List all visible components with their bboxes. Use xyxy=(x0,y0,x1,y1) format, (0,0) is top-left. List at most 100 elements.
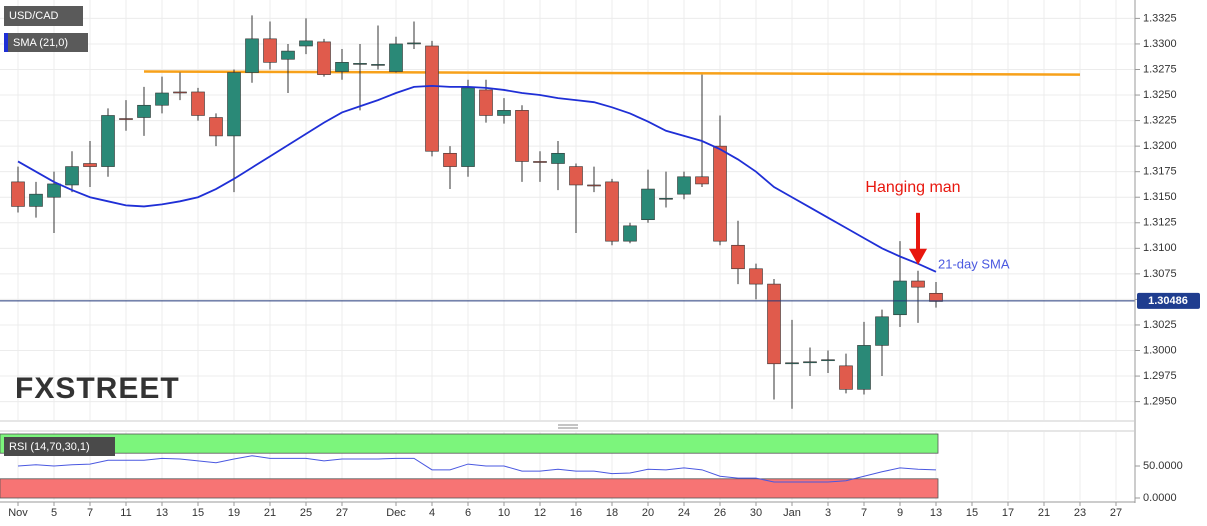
candle-body xyxy=(479,89,493,116)
y-tick-label: 1.3000 xyxy=(1143,344,1177,356)
candle-body xyxy=(731,244,745,270)
y-tick-label: 0.0000 xyxy=(1143,492,1177,504)
y-tick-label: 1.2975 xyxy=(1143,370,1177,382)
x-tick-label: 30 xyxy=(750,507,762,519)
candle-body xyxy=(11,181,25,207)
sma-line xyxy=(17,84,937,273)
x-tick-label: 12 xyxy=(534,507,546,519)
x-tick-label: 13 xyxy=(930,507,942,519)
x-tick-label: 6 xyxy=(465,507,471,519)
x-tick-label: 26 xyxy=(714,507,726,519)
rsi-title: RSI (14,70,30,1) xyxy=(9,441,90,453)
candle-body xyxy=(299,40,313,47)
x-tick-label: 4 xyxy=(429,507,435,519)
y-tick-label: 1.3200 xyxy=(1143,140,1177,152)
candle-body xyxy=(821,359,835,362)
last-price-tag xyxy=(1137,292,1200,309)
candle-body xyxy=(371,64,385,66)
candle-body xyxy=(335,62,349,72)
candle-body xyxy=(911,280,925,288)
candle-body xyxy=(209,117,223,137)
candle-body xyxy=(659,197,673,200)
x-tick-label: Nov xyxy=(8,507,28,519)
x-tick-label: 13 xyxy=(156,507,168,519)
candle-body xyxy=(317,41,331,75)
x-tick-label: 10 xyxy=(498,507,510,519)
x-tick-label: 19 xyxy=(228,507,240,519)
annotation: Hanging man xyxy=(865,179,960,196)
watermark: FXSTREET xyxy=(15,372,180,405)
legend-box xyxy=(4,437,115,456)
candle-body xyxy=(533,161,547,163)
candle-body xyxy=(893,280,907,316)
candle-body xyxy=(803,361,817,364)
candle-body xyxy=(137,104,151,118)
candle-body xyxy=(677,176,691,195)
y-tick-label: 1.3025 xyxy=(1143,319,1177,331)
candle-body xyxy=(29,193,43,207)
y-tick-label: 1.2950 xyxy=(1143,396,1177,408)
x-tick-label: 21 xyxy=(1038,507,1050,519)
x-tick-label: 24 xyxy=(678,507,690,519)
candle-body xyxy=(263,38,277,63)
x-tick-label: Dec xyxy=(386,507,406,519)
marks xyxy=(0,15,1135,483)
candle-body xyxy=(443,152,457,167)
candle-body xyxy=(407,42,421,45)
candle-body xyxy=(569,166,583,186)
y-tick-label: 1.3175 xyxy=(1143,166,1177,178)
candle-body xyxy=(119,118,133,120)
annotation-arrow-head xyxy=(909,248,927,265)
candle-body xyxy=(47,183,61,198)
legend-swatch xyxy=(4,33,8,52)
x-tick-label: 21 xyxy=(264,507,276,519)
y-tick-label: 1.3325 xyxy=(1143,12,1177,24)
pane-resize-handle[interactable] xyxy=(558,424,578,429)
candle-body xyxy=(713,145,727,242)
candle-body xyxy=(785,362,799,365)
candle-body xyxy=(641,188,655,221)
y-tick-label: 1.3125 xyxy=(1143,217,1177,229)
candle-body xyxy=(857,345,871,390)
grid xyxy=(0,0,1135,500)
x-tick-label: 25 xyxy=(300,507,312,519)
x-tick-label: Jan xyxy=(783,507,801,519)
candle-body xyxy=(245,38,259,73)
candle-body xyxy=(191,91,205,116)
candle-body xyxy=(875,316,889,346)
x-tick-label: 16 xyxy=(570,507,582,519)
x-tick-label: 15 xyxy=(192,507,204,519)
candle-body xyxy=(101,115,115,167)
candle-body xyxy=(461,87,475,167)
candle-body xyxy=(695,176,709,185)
candle-body xyxy=(515,110,529,162)
legend-box[interactable] xyxy=(4,33,88,52)
y-tick-label: 1.3275 xyxy=(1143,63,1177,75)
x-tick-label: 5 xyxy=(51,507,57,519)
candle-body xyxy=(749,268,763,285)
legend-box[interactable] xyxy=(4,6,83,26)
y-tick-label: 1.3300 xyxy=(1143,38,1177,50)
x-tick-label: 7 xyxy=(87,507,93,519)
x-tick-label: 15 xyxy=(966,507,978,519)
candle-body xyxy=(497,110,511,116)
candle-body xyxy=(839,365,853,390)
y-tick-label: 1.3250 xyxy=(1143,89,1177,101)
x-tick-label: 3 xyxy=(825,507,831,519)
candle-body xyxy=(83,163,97,167)
rsi-band xyxy=(0,478,939,499)
candle-body xyxy=(227,72,241,137)
x-tick-label: 20 xyxy=(642,507,654,519)
y-tick-label: 1.3225 xyxy=(1143,114,1177,126)
annotation: 21-day SMA xyxy=(938,256,1010,271)
x-tick-label: 17 xyxy=(1002,507,1014,519)
candle-body xyxy=(65,166,79,186)
candle-body xyxy=(551,152,565,164)
candle-body xyxy=(173,91,187,94)
candle-body xyxy=(155,92,169,106)
rsi-line xyxy=(17,455,937,483)
y-tick-label: 1.3100 xyxy=(1143,242,1177,254)
x-tick-label: 23 xyxy=(1074,507,1086,519)
y-tick-label: 1.3075 xyxy=(1143,268,1177,280)
